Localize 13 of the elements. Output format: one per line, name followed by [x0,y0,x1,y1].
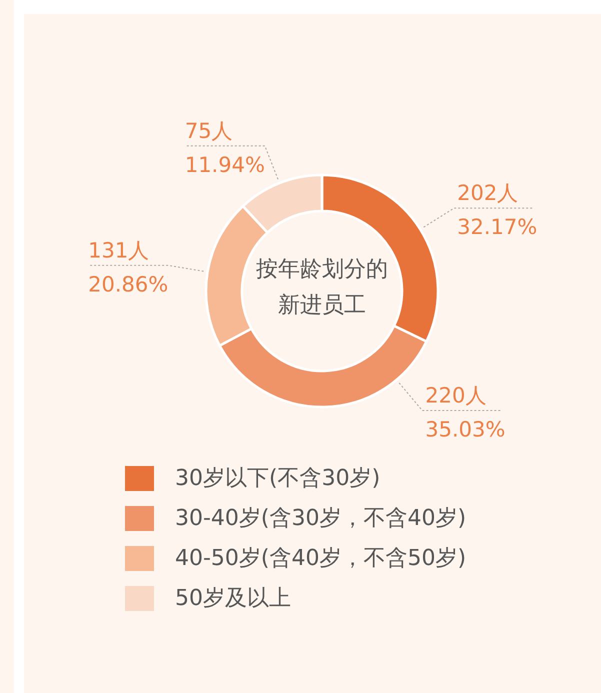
data-label: 131人 [88,238,150,262]
legend-label: 50岁及以上 [175,586,291,612]
text: 35.03% [425,418,506,442]
data-label: 202人 [457,181,518,206]
text: 32.17% [457,215,538,240]
data-label: 75人 [184,118,233,143]
data-label: 220人 [425,384,486,408]
text: 20.86% [88,272,168,296]
legend-label: 30岁以下(不含30岁) [175,466,380,492]
legend-label: 30-40岁(含30岁，不含40岁) [175,506,466,532]
text: 11.94% [184,152,265,177]
legend-label: 40-50岁(含40岁，不含50岁) [175,546,466,572]
text: 按年龄划分的新进员工 [256,257,388,318]
